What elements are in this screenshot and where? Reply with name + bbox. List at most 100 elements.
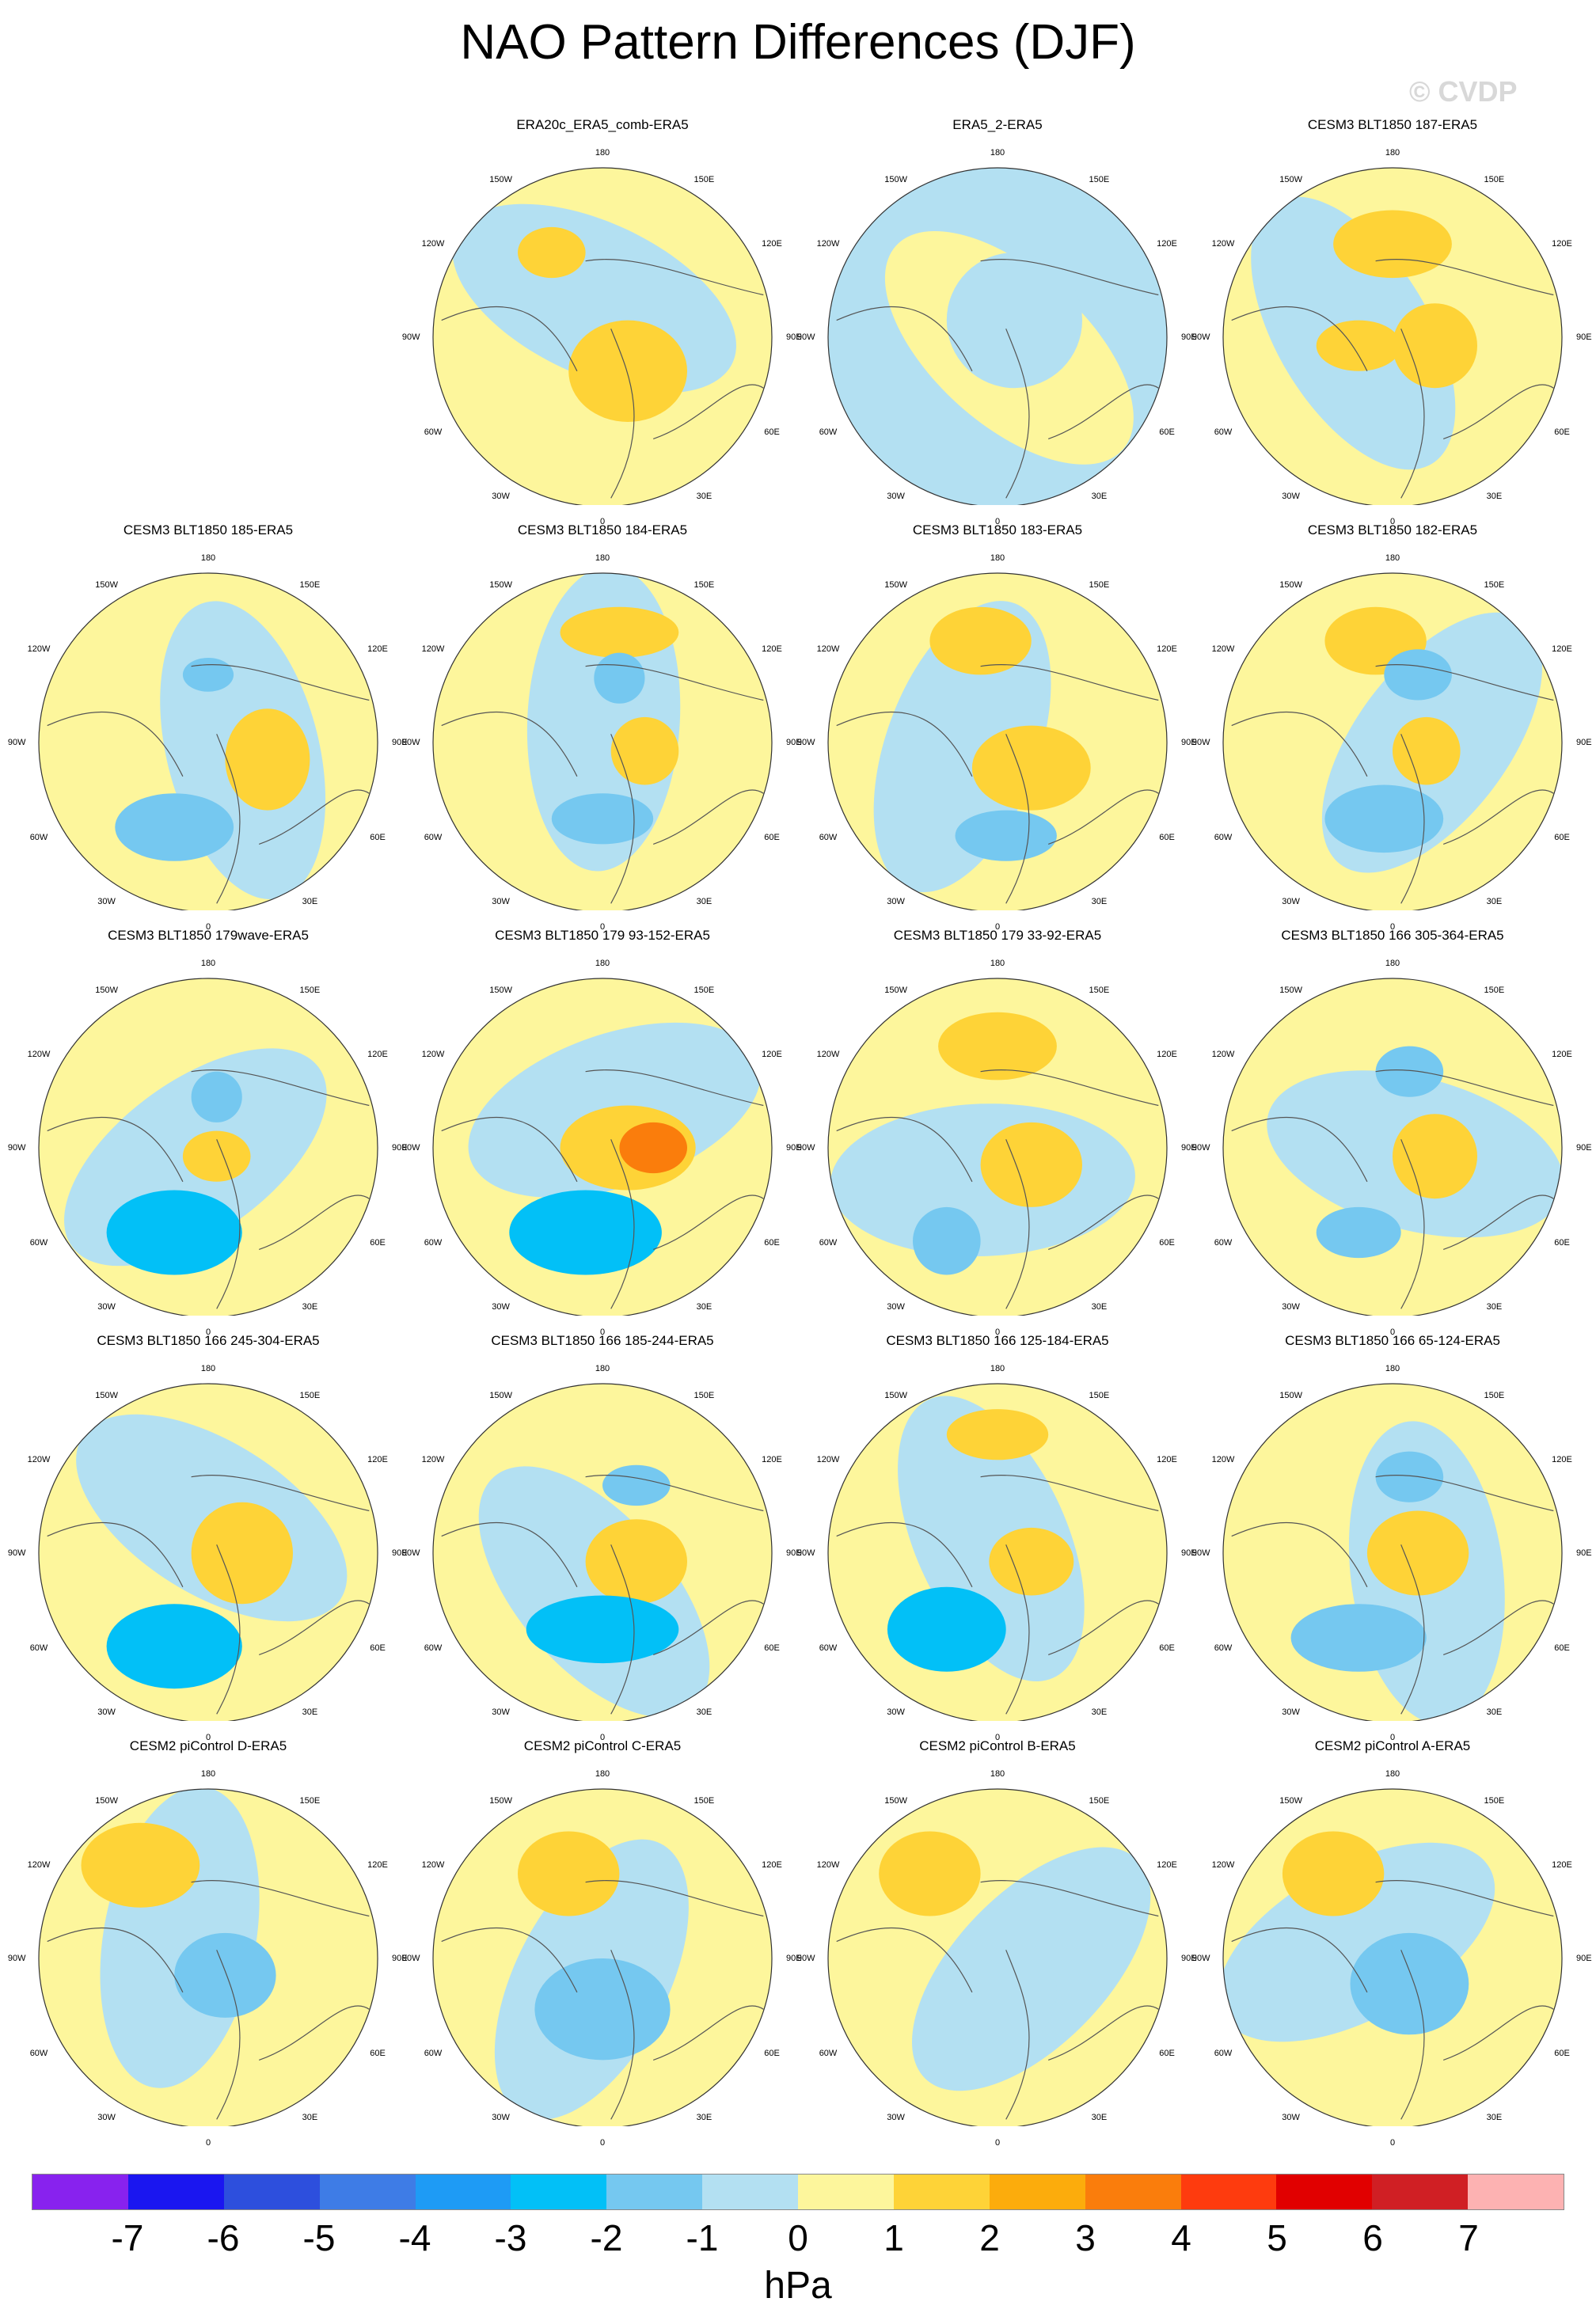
longitude-label: 30W — [492, 2113, 510, 2123]
longitude-label: 150W — [884, 579, 907, 590]
longitude-label: 30W — [1282, 897, 1300, 907]
longitude-label: 120W — [816, 1455, 840, 1465]
colorbar-tick-label: 2 — [979, 2217, 1000, 2258]
longitude-label: 60E — [1554, 2048, 1570, 2058]
longitude-label: 90E — [1576, 1143, 1592, 1153]
panel-title: ERA20c_ERA5_comb-ERA5 — [516, 117, 689, 132]
longitude-label: 120W — [816, 644, 840, 655]
longitude-label: 30W — [1282, 492, 1300, 502]
coastline — [1231, 1474, 1554, 1715]
longitude-label: 0 — [1389, 2138, 1396, 2148]
colorbar-tick-label: 1 — [884, 2217, 904, 2258]
map-panel: CESM3 BLT1850 166 245-304-ERA5 180 0 90W 90E… — [8, 1333, 408, 1742]
longitude-label: 60W — [1214, 427, 1233, 437]
longitude-label: 120E — [367, 644, 388, 655]
colorbar-tick-label: -6 — [207, 2217, 240, 2258]
longitude-label: 180 — [595, 958, 610, 968]
anomaly-region — [568, 320, 687, 422]
map-panel: CESM3 BLT1850 183-ERA5 180 0 90W 90E 150W 150E… — [797, 522, 1197, 932]
anomaly-region — [106, 1604, 242, 1689]
longitude-label: 30E — [1486, 1302, 1503, 1312]
longitude-label: 90W — [1191, 738, 1210, 747]
panel-title: CESM3 BLT1850 182-ERA5 — [1307, 522, 1478, 537]
longitude-label: 150W — [884, 985, 907, 995]
longitude-label: 90E — [786, 1143, 802, 1153]
longitude-label: 30E — [696, 1707, 712, 1718]
map-panel: ERA5_2-ERA5 180 0 90W 90E 150W 150E 120W 120E 60W… — [797, 117, 1197, 526]
map-panel: CESM3 BLT1850 166 305-364-ERA5 180 0 90W 90E… — [1192, 928, 1592, 1337]
anomaly-region — [1324, 784, 1444, 853]
panel-title: CESM2 piControl A-ERA5 — [1314, 1738, 1471, 1753]
longitude-label: 30W — [97, 1302, 116, 1312]
map-panel: CESM3 BLT1850 166 185-244-ERA5 180 0 90W 90E… — [402, 1333, 802, 1742]
colorbar-units: hPa — [764, 2265, 832, 2307]
longitude-label: 90W — [796, 738, 815, 747]
coastline — [836, 1879, 1159, 2120]
longitude-label: 60W — [29, 832, 48, 842]
anomaly-region — [971, 725, 1091, 811]
anomaly-region — [610, 716, 679, 785]
longitude-label: 150E — [1089, 579, 1110, 590]
anomaly-region — [81, 1822, 200, 1908]
longitude-label: 60W — [1214, 1237, 1233, 1248]
anomaly-region — [518, 1831, 620, 1916]
longitude-label: 60E — [370, 1643, 386, 1653]
longitude-label: 60W — [819, 1643, 838, 1653]
panel-title: ERA5_2-ERA5 — [952, 117, 1043, 132]
longitude-label: 60E — [1554, 1237, 1570, 1248]
longitude-label: 30W — [1282, 2113, 1300, 2123]
map-border — [432, 572, 773, 910]
longitude-label: 60W — [424, 1643, 443, 1653]
map-border — [432, 1788, 773, 2126]
longitude-label: 90W — [401, 332, 420, 342]
map-border — [1222, 1383, 1563, 1721]
longitude-label: 90E — [1181, 332, 1197, 342]
polar-map — [38, 1788, 378, 2126]
longitude-label: 60W — [819, 1237, 838, 1248]
longitude-label: 60W — [424, 1237, 443, 1248]
longitude-label: 120E — [1157, 239, 1177, 249]
longitude-label: 150W — [1279, 1390, 1302, 1400]
longitude-label: 150E — [694, 985, 715, 995]
longitude-label: 30E — [696, 897, 712, 907]
map-panel: CESM2 piControl D-ERA5 180 0 90W 90E 150W 150E… — [8, 1738, 408, 2148]
polar-map — [827, 572, 1168, 910]
polar-map — [827, 978, 1168, 1316]
colorbar-swatch — [415, 2175, 511, 2209]
longitude-label: 120E — [1552, 1455, 1572, 1465]
longitude-label: 30W — [887, 2113, 905, 2123]
panel-title: CESM2 piControl B-ERA5 — [919, 1738, 1076, 1753]
anomaly-region — [1375, 1451, 1444, 1502]
map-panel: CESM3 BLT1850 166 65-124-ERA5 180 0 90W 90E 1… — [1192, 1333, 1592, 1742]
anomaly-region — [225, 708, 310, 811]
longitude-label: 30W — [492, 492, 510, 502]
longitude-label: 120W — [816, 1860, 840, 1871]
longitude-label: 60E — [764, 1643, 780, 1653]
longitude-label: 120E — [762, 1860, 782, 1871]
anomaly-region — [602, 1464, 671, 1506]
longitude-label: 60E — [370, 832, 386, 842]
longitude-label: 30E — [1486, 1707, 1503, 1718]
longitude-label: 0 — [994, 1328, 1001, 1338]
anomaly-region — [1316, 320, 1401, 371]
map-panel: CESM2 piControl B-ERA5 180 0 90W 90E 150W 150E… — [797, 1738, 1197, 2148]
polar-map — [432, 978, 773, 1316]
longitude-label: 0 — [599, 1733, 606, 1743]
map-border — [827, 1383, 1168, 1721]
longitude-label: 90E — [1576, 1548, 1592, 1558]
longitude-label: 90E — [786, 738, 802, 747]
anomaly-region — [191, 1502, 293, 1605]
longitude-label: 90W — [7, 1143, 26, 1153]
longitude-label: 90W — [796, 1548, 815, 1558]
longitude-label: 150W — [1279, 174, 1302, 184]
longitude-label: 90E — [1576, 738, 1592, 747]
longitude-label: 180 — [1385, 553, 1400, 563]
map-panel: CESM3 BLT1850 184-ERA5 180 0 90W 90E 150W 150E… — [402, 522, 802, 932]
longitude-label: 180 — [200, 1363, 216, 1373]
longitude-label: 150W — [489, 1390, 512, 1400]
longitude-label: 90W — [401, 738, 420, 747]
longitude-label: 90E — [786, 1548, 802, 1558]
longitude-label: 150W — [884, 1795, 907, 1806]
longitude-label: 120E — [367, 1860, 388, 1871]
polar-map — [38, 978, 378, 1316]
